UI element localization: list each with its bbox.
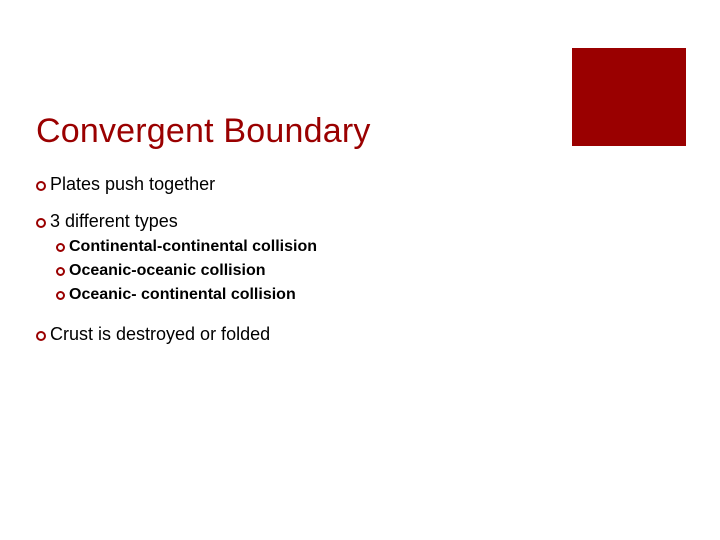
list-item: 3 different types [36,211,636,232]
list-subitem-text: Oceanic-oceanic collision [69,262,266,280]
bullet-icon [56,267,65,276]
list-item-text: Plates push together [50,174,215,195]
bullet-icon [36,218,46,228]
bullet-icon [56,243,65,252]
list-subitem: Oceanic- continental collision [56,286,636,304]
list-subitem-text: Oceanic- continental collision [69,286,296,304]
list-subitem: Continental-continental collision [56,238,636,256]
list-subitem: Oceanic-oceanic collision [56,262,636,280]
spacer [36,310,636,324]
list-item-text: 3 different types [50,211,178,232]
list-item: Plates push together [36,174,636,195]
list-item: Crust is destroyed or folded [36,324,636,345]
accent-rectangle [572,48,686,146]
list-subitem-text: Continental-continental collision [69,238,317,256]
bullet-icon [36,181,46,191]
bullet-icon [56,291,65,300]
slide: Convergent Boundary Plates push together… [0,0,720,540]
bullet-icon [36,331,46,341]
list-item-text: Crust is destroyed or folded [50,324,270,345]
slide-body: Plates push together 3 different types C… [36,174,636,361]
slide-title: Convergent Boundary [36,112,371,151]
